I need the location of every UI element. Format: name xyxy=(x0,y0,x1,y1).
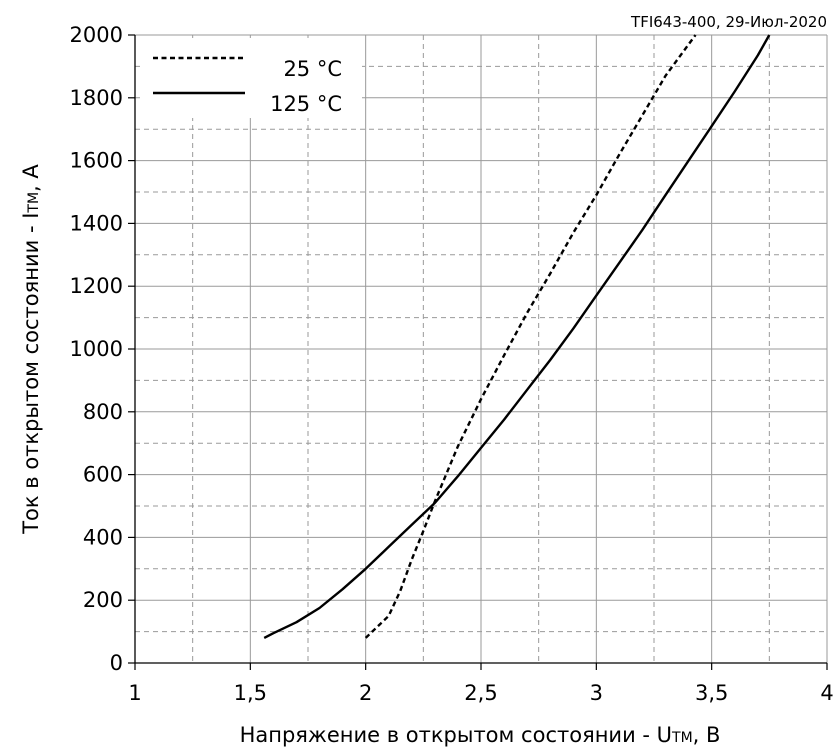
y-tick-label: 200 xyxy=(83,588,123,612)
y-tick-label: 2000 xyxy=(70,23,123,47)
y-tick-label: 1600 xyxy=(70,149,123,173)
x-tick-label: 3,5 xyxy=(695,681,728,705)
x-tick-label: 3 xyxy=(590,681,603,705)
y-axis-title: Ток в открытом состоянии - ITM, А xyxy=(19,164,43,535)
tick-marks xyxy=(128,34,828,670)
legend-label-125c: 125 °C xyxy=(270,92,342,116)
y-tick-label: 1200 xyxy=(70,274,123,298)
legend-label-25c: 25 °C xyxy=(283,57,342,81)
x-axis-title: Напряжение в открытом состоянии - UTM, В xyxy=(240,723,721,747)
series-line-25c xyxy=(364,34,697,639)
series-line-125c xyxy=(263,34,771,639)
chart-annotation: TFI643-400, 29-Июл-2020 xyxy=(630,13,827,31)
x-tick-label: 1 xyxy=(128,681,141,705)
major-grid xyxy=(134,34,828,664)
x-tick-label: 4 xyxy=(820,681,833,705)
x-tick-label: 2 xyxy=(359,681,372,705)
series-layer xyxy=(263,34,771,639)
legend: 25 °C 125 °C xyxy=(140,38,362,118)
x-tick-label: 1,5 xyxy=(234,681,267,705)
y-tick-label: 400 xyxy=(83,525,123,549)
legend-background xyxy=(140,38,362,118)
y-tick-label: 800 xyxy=(83,400,123,424)
y-tick-label: 1000 xyxy=(70,337,123,361)
tick-labels: 1 1,5 2 2,5 3 3,5 4 0 200 400 600 800 1000 1200 1400 16… xyxy=(70,23,834,705)
x-tick-label: 2,5 xyxy=(464,681,497,705)
y-tick-label: 1800 xyxy=(70,86,123,110)
y-tick-label: 600 xyxy=(83,463,123,487)
y-tick-label: 1400 xyxy=(70,211,123,235)
y-tick-label: 0 xyxy=(110,651,123,675)
